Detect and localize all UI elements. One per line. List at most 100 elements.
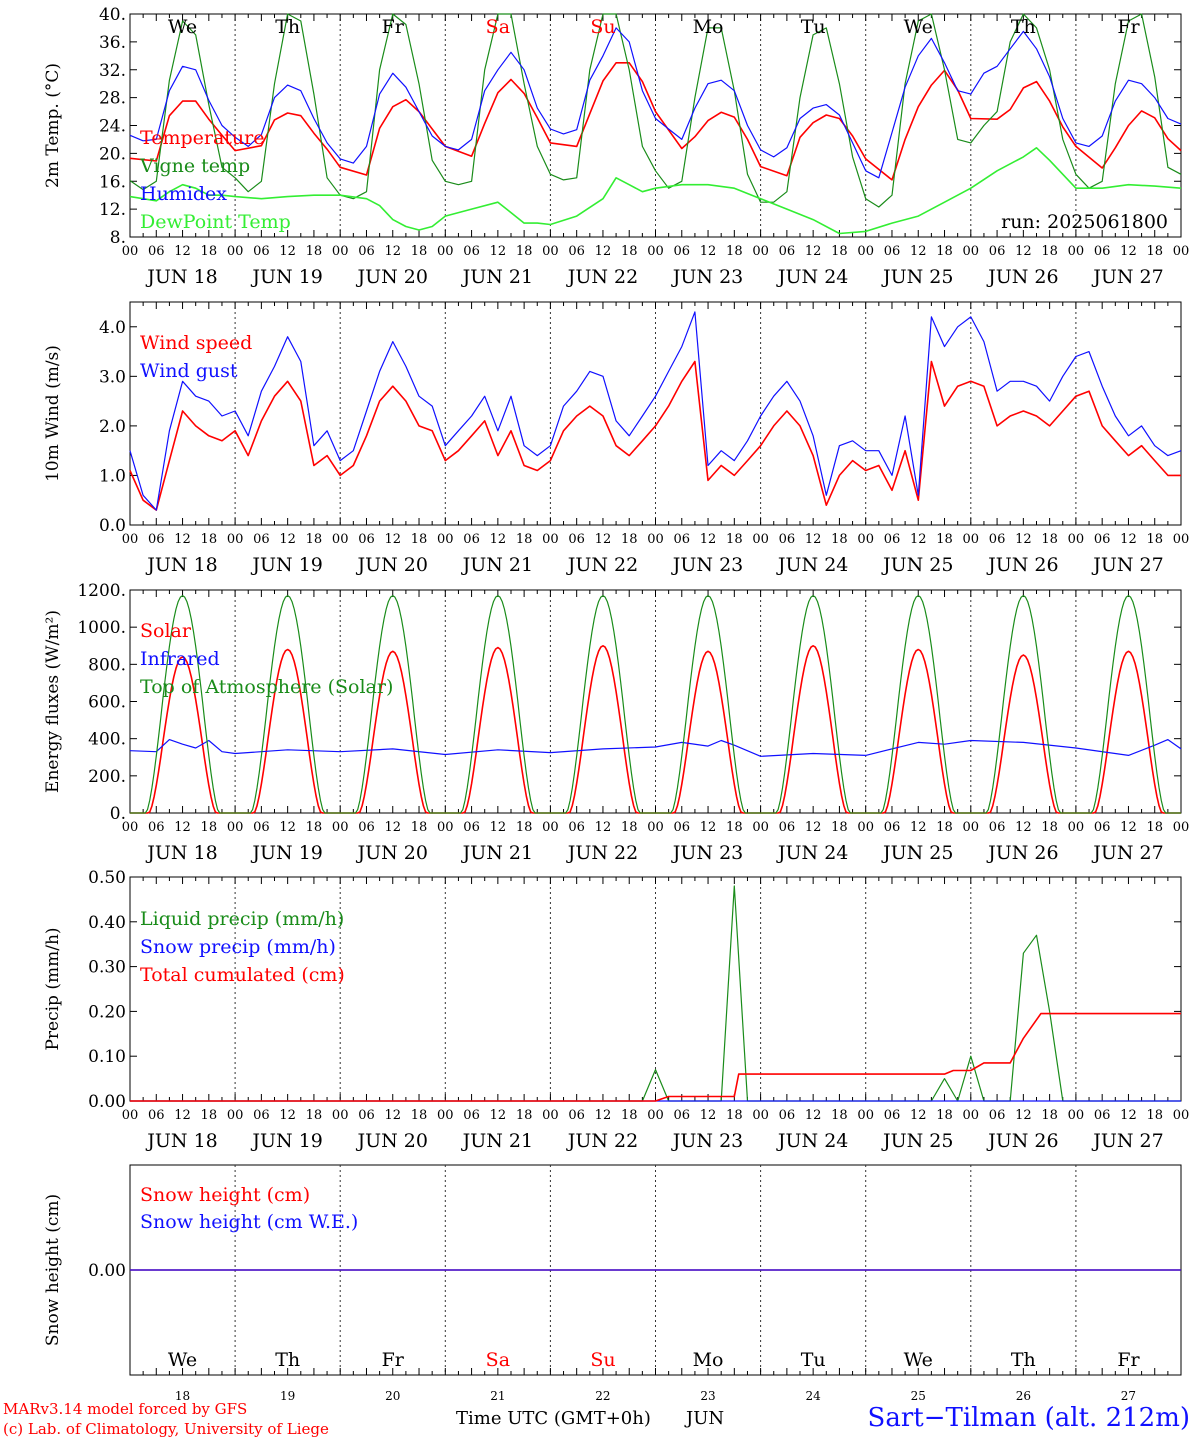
hour-label: 06 <box>253 820 270 835</box>
hour-label: 18 <box>306 1108 323 1123</box>
hour-label: 00 <box>1173 820 1190 835</box>
y-tick-label: 1.0 <box>99 466 126 486</box>
hour-label: 18 <box>516 1108 533 1123</box>
hour-label: 18 <box>201 244 218 259</box>
weekday-label: We <box>904 1349 933 1371</box>
chart-panels: 8. 12. 16. 20. 24. 28. 32. 36. 40. 2m Temp. (°C) 0… <box>43 5 1189 1403</box>
y-tick-label: 0.20 <box>88 1002 126 1022</box>
hour-label: 18 <box>306 820 323 835</box>
hour-label: 18 <box>516 820 533 835</box>
hour-label: 12 <box>805 532 822 547</box>
y-tick-label: 0.50 <box>88 868 126 888</box>
date-label: JUN 21 <box>461 266 533 288</box>
hour-label: 06 <box>568 532 585 547</box>
legend-entry: Snow height (cm W.E.) <box>140 1211 358 1233</box>
series-line <box>129 311 1182 511</box>
y-tick-label: 16. <box>99 172 126 192</box>
date-label: JUN 20 <box>356 1130 428 1152</box>
date-label: JUN 26 <box>986 266 1058 288</box>
hour-label: 06 <box>568 1108 585 1123</box>
date-label: JUN 19 <box>250 842 322 864</box>
hour-label: 18 <box>201 820 218 835</box>
hour-label: 00 <box>1068 820 1085 835</box>
hour-label: 00 <box>1173 244 1190 259</box>
hour-label: 18 <box>201 1108 218 1123</box>
hour-label: 00 <box>227 532 244 547</box>
date-label: JUN 27 <box>1091 554 1163 576</box>
hour-label: 18 <box>831 532 848 547</box>
hour-label: 00 <box>752 1108 769 1123</box>
legend-entry: Top of Atmosphere (Solar) <box>140 676 393 698</box>
hour-label: 00 <box>437 532 454 547</box>
weekday-label: We <box>904 16 933 38</box>
hour-label: 12 <box>595 1108 612 1123</box>
date-label: JUN 25 <box>881 266 953 288</box>
hour-label: 12 <box>805 820 822 835</box>
y-tick-label: 0.00 <box>88 1092 126 1112</box>
legend-entry: Wind gust <box>140 360 238 382</box>
hour-label: 06 <box>253 1108 270 1123</box>
legend-entry: Snow precip (mm/h) <box>140 936 336 958</box>
hour-label: 00 <box>437 1108 454 1123</box>
weekday-label: Su <box>590 16 615 38</box>
y-tick-label: 0.40 <box>88 913 126 933</box>
y-tick-label: 200. <box>88 767 126 787</box>
hour-label: 18 <box>411 820 428 835</box>
weekday-label: Fr <box>1117 16 1140 38</box>
hour-label: 18 <box>1041 1108 1058 1123</box>
date-label: JUN 23 <box>671 842 743 864</box>
day-number: 20 <box>385 1389 400 1403</box>
y-tick-label: 0.0 <box>99 516 126 536</box>
hour-label: 00 <box>122 244 139 259</box>
panel-1: 8. 12. 16. 20. 24. 28. 32. 36. 40. 2m Temp. (°C) 0… <box>43 5 1189 288</box>
hour-label: 00 <box>1173 532 1190 547</box>
hour-label: 06 <box>1094 244 1111 259</box>
y-axis-title: Precip (mm/h) <box>43 927 63 1050</box>
lab-credit: (c) Lab. of Climatology, University of L… <box>3 1420 329 1438</box>
hour-label: 00 <box>857 1108 874 1123</box>
panel-3: 0. 200. 400. 600. 800. 1000. 1200. Energy fluxe… <box>43 581 1189 864</box>
date-label: JUN 26 <box>986 1130 1058 1152</box>
hour-label: 18 <box>1041 244 1058 259</box>
date-label: JUN 24 <box>776 842 848 864</box>
hour-label: 00 <box>227 1108 244 1123</box>
hour-label: 06 <box>253 532 270 547</box>
hour-label: 12 <box>1015 820 1032 835</box>
y-tick-label: 36. <box>99 33 126 53</box>
hour-label: 06 <box>884 244 901 259</box>
y-tick-label: 1000. <box>77 618 126 638</box>
hour-label: 06 <box>358 1108 375 1123</box>
hour-label: 06 <box>568 820 585 835</box>
hour-label: 18 <box>1146 244 1163 259</box>
weekday-label: We <box>168 16 197 38</box>
hour-label: 12 <box>384 820 401 835</box>
hour-label: 18 <box>1041 532 1058 547</box>
hour-label: 00 <box>122 1108 139 1123</box>
date-label: JUN 24 <box>776 554 848 576</box>
legend-entry: Total cumulated (cm) <box>140 964 345 986</box>
series-line <box>130 594 1181 814</box>
date-label: JUN 19 <box>250 1130 322 1152</box>
hour-label: 12 <box>1120 1108 1137 1123</box>
date-label: JUN 27 <box>1091 266 1163 288</box>
hour-label: 18 <box>306 244 323 259</box>
hour-label: 06 <box>1094 820 1111 835</box>
hour-label: 12 <box>490 820 507 835</box>
hour-label: 06 <box>779 820 796 835</box>
hour-label: 00 <box>122 532 139 547</box>
series-line <box>129 61 1182 181</box>
hour-label: 18 <box>726 532 743 547</box>
hour-label: 00 <box>1068 532 1085 547</box>
panel-5: 0.00 Snow height (cm) Snow height (cm) Snow… <box>43 1164 1182 1403</box>
hour-label: 06 <box>674 532 691 547</box>
hour-label: 18 <box>306 532 323 547</box>
y-axis-title: 2m Temp. (°C) <box>43 63 63 188</box>
hour-label: 12 <box>1120 244 1137 259</box>
weekday-label: Fr <box>382 16 405 38</box>
date-label: JUN 23 <box>671 266 743 288</box>
hour-label: 18 <box>621 244 638 259</box>
chart-footer: MARv3.14 model forced by GFS (c) Lab. of… <box>3 1400 1190 1438</box>
y-tick-label: 0. <box>110 804 126 824</box>
y-tick-label: 0.30 <box>88 958 126 978</box>
hour-label: 00 <box>1068 244 1085 259</box>
